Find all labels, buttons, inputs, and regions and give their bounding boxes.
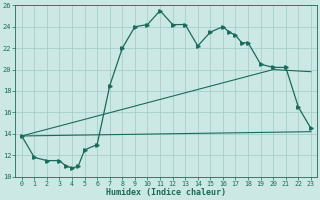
X-axis label: Humidex (Indice chaleur): Humidex (Indice chaleur) (106, 188, 226, 197)
